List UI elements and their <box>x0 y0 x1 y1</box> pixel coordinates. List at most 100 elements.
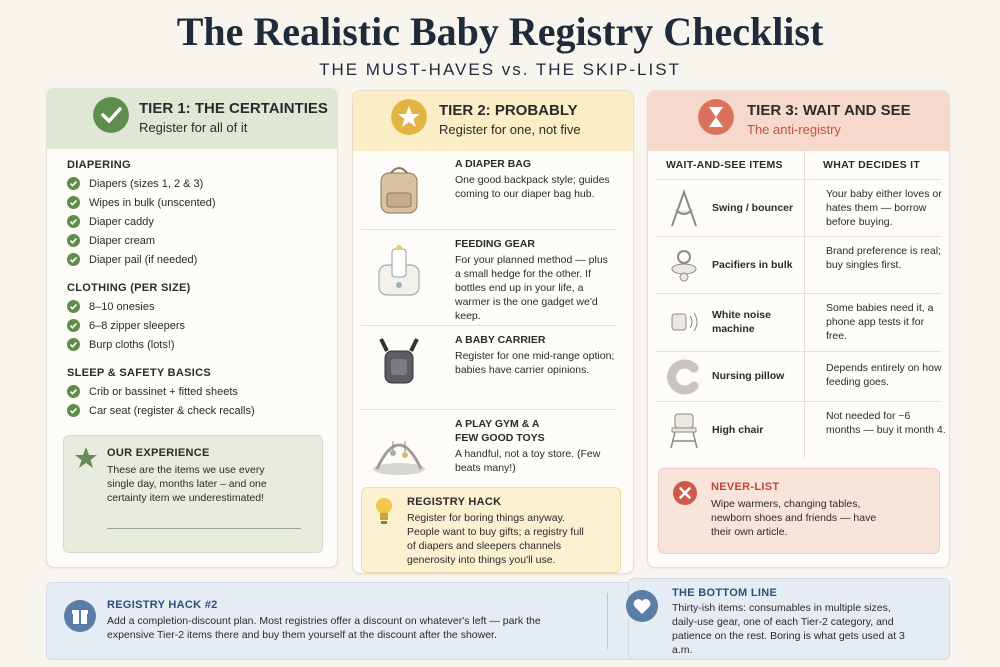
subtitle: THE MUST-HAVES vs. THE SKIP-LIST <box>319 60 681 79</box>
check-item: Diaper pail (if needed) <box>67 253 337 266</box>
item-text: For your planned method — plus a small h… <box>455 254 608 322</box>
bulb-icon <box>376 498 392 524</box>
item-text: Diaper caddy <box>89 215 154 228</box>
check-icon <box>67 253 80 266</box>
check-item: Car seat (register & check recalls) <box>67 404 337 417</box>
gift-icon <box>64 600 96 632</box>
check-item: Diaper cream <box>67 234 337 247</box>
tier-2-item: A BABY CARRIER Register for one mid-range… <box>361 327 617 410</box>
item-reason: Your baby either loves or hates them — b… <box>826 188 942 228</box>
item-text: A handful, not a toy store. (Few beats m… <box>455 448 601 474</box>
check-icon <box>67 404 80 417</box>
tier-subtitle: The anti-registry <box>747 122 841 137</box>
bottom-line-text: Thirty-ish items: consumables in multipl… <box>672 602 905 656</box>
tier-3-card: TIER 3: WAIT AND SEE The anti-registry W… <box>647 90 950 568</box>
item-text: Car seat (register & check recalls) <box>89 404 255 417</box>
check-item: Diaper caddy <box>67 215 337 228</box>
item-name: Pacifiers in bulk <box>712 258 793 271</box>
hourglass-badge <box>698 99 734 135</box>
table-row: High chair Not needed for ~6 months — buy… <box>656 401 946 459</box>
tier-2-item: A PLAY GYM & A FEW GOOD TOYS A handful, n… <box>361 411 617 485</box>
item-text: Diaper cream <box>89 234 156 247</box>
check-item: 6–8 zipper sleepers <box>67 319 337 332</box>
experience-note: OUR EXPERIENCE These are the items we us… <box>63 435 323 553</box>
title: The Realistic Baby Registry Checklist <box>176 9 824 54</box>
item-illustration <box>670 413 698 449</box>
note-title: OUR EXPERIENCE <box>107 447 210 459</box>
item-text: Crib or bassinet + fitted sheets <box>89 385 238 398</box>
tier-1-header: TIER 1: THE CERTAINTIES Register for all… <box>47 89 337 149</box>
item-text: Wipes in bulk (unscented) <box>89 196 216 209</box>
item-illustration <box>671 249 697 281</box>
item-text: 8–10 onesies <box>89 300 155 313</box>
check-icon <box>67 385 80 398</box>
tier-3-header: TIER 3: WAIT AND SEE The anti-registry <box>648 91 949 151</box>
hack2-text: Add a completion-discount plan. Most reg… <box>107 615 541 641</box>
section-heading: CLOTHING (PER SIZE) <box>67 282 191 294</box>
check-icon <box>67 196 80 209</box>
table-row: Pacifiers in bulk Brand preference is rea… <box>656 236 941 294</box>
item-name: A DIAPER BAG <box>455 158 532 170</box>
item-text: One good backpack style; guides coming t… <box>455 174 610 200</box>
table-header: WAIT-AND-SEE ITEMS WHAT DECIDES IT <box>656 149 941 180</box>
note-text: These are the items we use every single … <box>107 464 267 504</box>
item-illustration <box>667 359 699 395</box>
item-name: A PLAY GYM & A FEW GOOD TOYS <box>455 418 545 444</box>
item-name: FEEDING GEAR <box>455 238 535 250</box>
check-item: Diapers (sizes 1, 2 & 3) <box>67 177 337 190</box>
tier-1-card: TIER 1: THE CERTAINTIES Register for all… <box>46 88 338 568</box>
item-illustration <box>671 312 698 332</box>
item-text: Diapers (sizes 1, 2 & 3) <box>89 177 204 190</box>
tier-2-item: A DIAPER BAG One good backpack style; gui… <box>361 151 617 230</box>
item-illustration <box>671 188 697 226</box>
never-list: NEVER-LIST Wipe warmers, changing tables… <box>658 468 940 554</box>
check-item: Wipes in bulk (unscented) <box>67 196 337 209</box>
item-illustration <box>380 167 418 214</box>
check-item: Crib or bassinet + fitted sheets <box>67 385 337 398</box>
check-item: Burp cloths (lots!) <box>67 338 337 351</box>
check-icon <box>67 319 80 332</box>
divider <box>607 593 608 649</box>
tier-2-list: A DIAPER BAG One good backpack style; gui… <box>361 151 617 485</box>
divider <box>107 528 301 529</box>
tier-3-table: Swing / bouncer Your baby either loves or… <box>648 179 949 459</box>
item-name: Swing / bouncer <box>712 201 794 214</box>
bottom-line: THE BOTTOM LINE Thirty-ish items: consum… <box>626 578 950 660</box>
bottom-line-title: THE BOTTOM LINE <box>672 587 778 599</box>
check-icon <box>67 338 80 351</box>
table-row: Swing / bouncer Your baby either loves or… <box>656 179 942 237</box>
item-text: Burp cloths (lots!) <box>89 338 175 351</box>
hack2-title: REGISTRY HACK #2 <box>107 599 218 611</box>
tier-title: TIER 1: THE CERTAINTIES <box>139 100 328 117</box>
tier-2-item: FEEDING GEAR For your planned method — pl… <box>361 231 617 326</box>
check-item: 8–10 onesies <box>67 300 337 313</box>
section-heading: DIAPERING <box>67 159 131 171</box>
never-title: NEVER-LIST <box>711 481 780 493</box>
item-illustration <box>379 338 419 384</box>
item-reason: Brand preference is real; buy singles fi… <box>826 245 941 271</box>
tier-2-header: TIER 2: PROBABLY Register for one, not f… <box>353 91 633 151</box>
item-name: White noise machine <box>712 309 771 335</box>
tier-1-list: DIAPERING Diapers (sizes 1, 2 & 3) Wipes i… <box>47 149 337 423</box>
tier-title: TIER 3: WAIT AND SEE <box>747 102 911 119</box>
check-icon <box>67 215 80 228</box>
check-badge <box>93 97 129 133</box>
item-text: Register for one mid-range option; babie… <box>455 350 615 376</box>
item-illustration <box>378 245 420 296</box>
check-icon <box>67 177 80 190</box>
item-name: A BABY CARRIER <box>455 334 546 346</box>
item-reason: Not needed for ~6 months — buy it month … <box>826 410 946 436</box>
table-row: White noise machine Some babies need it, … <box>656 293 941 352</box>
hack-title: REGISTRY HACK <box>407 496 502 508</box>
registry-hack: REGISTRY HACK Register for boring things… <box>361 487 621 573</box>
column-header: WAIT-AND-SEE ITEMS <box>666 159 783 171</box>
column-header: WHAT DECIDES IT <box>823 159 921 171</box>
tier-subtitle: Register for one, not five <box>439 122 581 137</box>
x-icon <box>673 481 697 505</box>
heart-icon <box>626 590 658 622</box>
tier-subtitle: Register for all of it <box>139 120 248 135</box>
table-row: Nursing pillow Depends entirely on how fe… <box>656 351 942 402</box>
item-illustration <box>373 441 425 475</box>
item-name: High chair <box>712 424 764 436</box>
